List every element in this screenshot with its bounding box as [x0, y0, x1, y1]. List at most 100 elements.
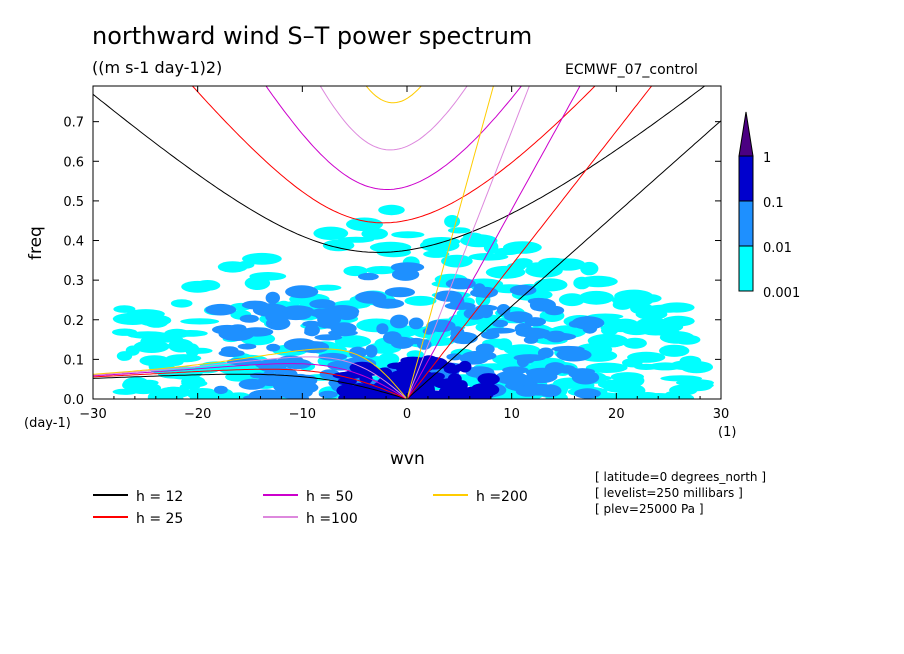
x-axis-unit: (1) [718, 425, 737, 440]
annotation-latitude: [ latitude=0 degrees_north ] [595, 470, 767, 484]
dispersion-ig-h200 [365, 86, 422, 104]
contour-patch-0.01 [372, 298, 405, 309]
contour-patch-0.01 [390, 314, 409, 329]
dispersion-ig-h100 [319, 86, 468, 151]
contour-patch-0.01 [239, 314, 259, 323]
contour-patch-0.01 [502, 366, 529, 374]
contour-patch-0.001 [237, 260, 255, 269]
dispersion-rossby-h100 [93, 356, 408, 399]
dispersion-rossby-h50 [93, 363, 408, 399]
dispersion-ig-h50 [265, 86, 523, 190]
x-tick-label: 10 [503, 407, 520, 422]
contour-patch-0.001 [533, 278, 568, 292]
contour-patch-0.001 [419, 238, 460, 253]
contour-patch-0.01 [569, 368, 596, 375]
contour-patch-0.01 [318, 390, 338, 399]
contour-patch-0.01 [241, 327, 274, 337]
contour-patch-0.001 [679, 380, 701, 393]
legend: h = 12 h = 25 h = 50 h =100 h =200 [93, 489, 528, 527]
contour-patch-0.001 [334, 335, 372, 348]
contour-patch-0.01 [265, 291, 280, 305]
contour-patch-0.1 [477, 373, 500, 386]
x-tick-label: 20 [608, 407, 625, 422]
contour-patch-0.001 [116, 351, 133, 361]
annotation-plev: [ plev=25000 Pa ] [595, 502, 704, 516]
contour-patch-0.001 [447, 227, 471, 234]
contour-patch-0.001 [322, 239, 355, 252]
contour-patch-0.01 [358, 272, 379, 281]
y-axis-unit: (day-1) [24, 416, 71, 431]
contour-patch-0.001 [242, 252, 282, 265]
contour-patch-0.01 [285, 285, 319, 299]
legend-label-h12: h = 12 [136, 489, 183, 505]
chart-title: northward wind S–T power spectrum [92, 22, 533, 50]
contour-patch-0.01 [214, 385, 228, 395]
contour-patch-0.001 [391, 231, 425, 239]
contour-patch-0.001 [634, 363, 659, 370]
contour-patch-0.01 [237, 343, 257, 350]
contour-patch-0.001 [369, 241, 412, 253]
contour-patch-0.001 [144, 316, 169, 328]
dispersion-kelvin-h12 [406, 120, 721, 399]
contour-patch-0.001 [126, 309, 165, 319]
dispersion-kelvin-h100 [406, 86, 530, 399]
dataset-label: ECMWF_07_control [565, 62, 698, 78]
colorbar-label: 0.01 [763, 241, 792, 256]
x-tick-label: 0 [403, 407, 411, 422]
contour-patch-0.01 [238, 378, 266, 390]
contour-patch-0.001 [365, 266, 398, 275]
contour-patch-0.01 [250, 372, 270, 379]
contour-patch-0.01 [383, 331, 402, 345]
contour-patch-0.001 [194, 280, 221, 291]
contour-patch-0.01 [544, 362, 566, 375]
contour-patch-0.001 [159, 386, 186, 399]
colorbar-label: 1 [763, 151, 771, 166]
y-tick-label: 0.7 [63, 116, 84, 131]
chart-subtitle: ((m s-1 day-1)2) [92, 58, 223, 77]
y-tick-label: 0.6 [63, 155, 84, 170]
contour-patch-0.001 [673, 334, 701, 345]
dispersion-kelvin-h200 [406, 86, 494, 399]
legend-label-h200: h =200 [476, 489, 528, 505]
contour-patch-0.01 [556, 348, 592, 362]
contour-patch-0.001 [441, 254, 473, 268]
y-tick-label: 0.4 [63, 235, 84, 250]
contour-patch-0.001 [180, 318, 220, 325]
contour-patch-0.01 [512, 316, 526, 324]
contour-patch-0.001 [313, 226, 349, 240]
x-tick-label: 30 [713, 407, 730, 422]
contour-patch-0.01 [265, 310, 287, 323]
contour-patch-0.001 [313, 284, 342, 291]
contour-patch-0.01 [521, 383, 557, 396]
contour-patch-0.1 [471, 387, 485, 399]
contour-patch-0.001 [122, 377, 150, 391]
x-tick-label: −20 [184, 407, 211, 422]
contour-patch-0.1 [352, 383, 367, 395]
contour-patch-0.001 [636, 317, 669, 331]
dispersion-rossby-h200 [93, 348, 408, 399]
x-axis-label: wvn [390, 449, 425, 469]
contour-patch-0.001 [537, 257, 568, 269]
y-tick-label: 0.3 [63, 274, 84, 289]
contour-patch-0.01 [304, 324, 320, 337]
contour-patch-0.01 [280, 310, 311, 321]
contour-patch-0.001 [165, 354, 202, 363]
contour-patch-0.01 [408, 317, 424, 330]
contour-patch-0.001 [179, 383, 201, 390]
contour-patch-0.01 [283, 338, 317, 352]
spectrum-contour-fill [112, 204, 714, 399]
contour-patch-0.001 [612, 299, 633, 310]
contour-patch-0.001 [578, 275, 618, 288]
contour-patch-0.1 [368, 390, 380, 399]
contour-patch-0.01 [582, 322, 598, 334]
contour-patch-0.001 [172, 330, 208, 337]
contour-patch-0.01 [444, 302, 476, 310]
contour-patch-0.1 [350, 394, 366, 399]
contour-patch-0.01 [314, 334, 343, 341]
contour-patch-0.001 [168, 338, 194, 353]
dispersion-kelvin-h25 [406, 86, 653, 399]
contour-patch-0.01 [314, 308, 345, 322]
contour-patch-0.001 [578, 290, 614, 305]
contour-patch-0.001 [659, 344, 690, 357]
